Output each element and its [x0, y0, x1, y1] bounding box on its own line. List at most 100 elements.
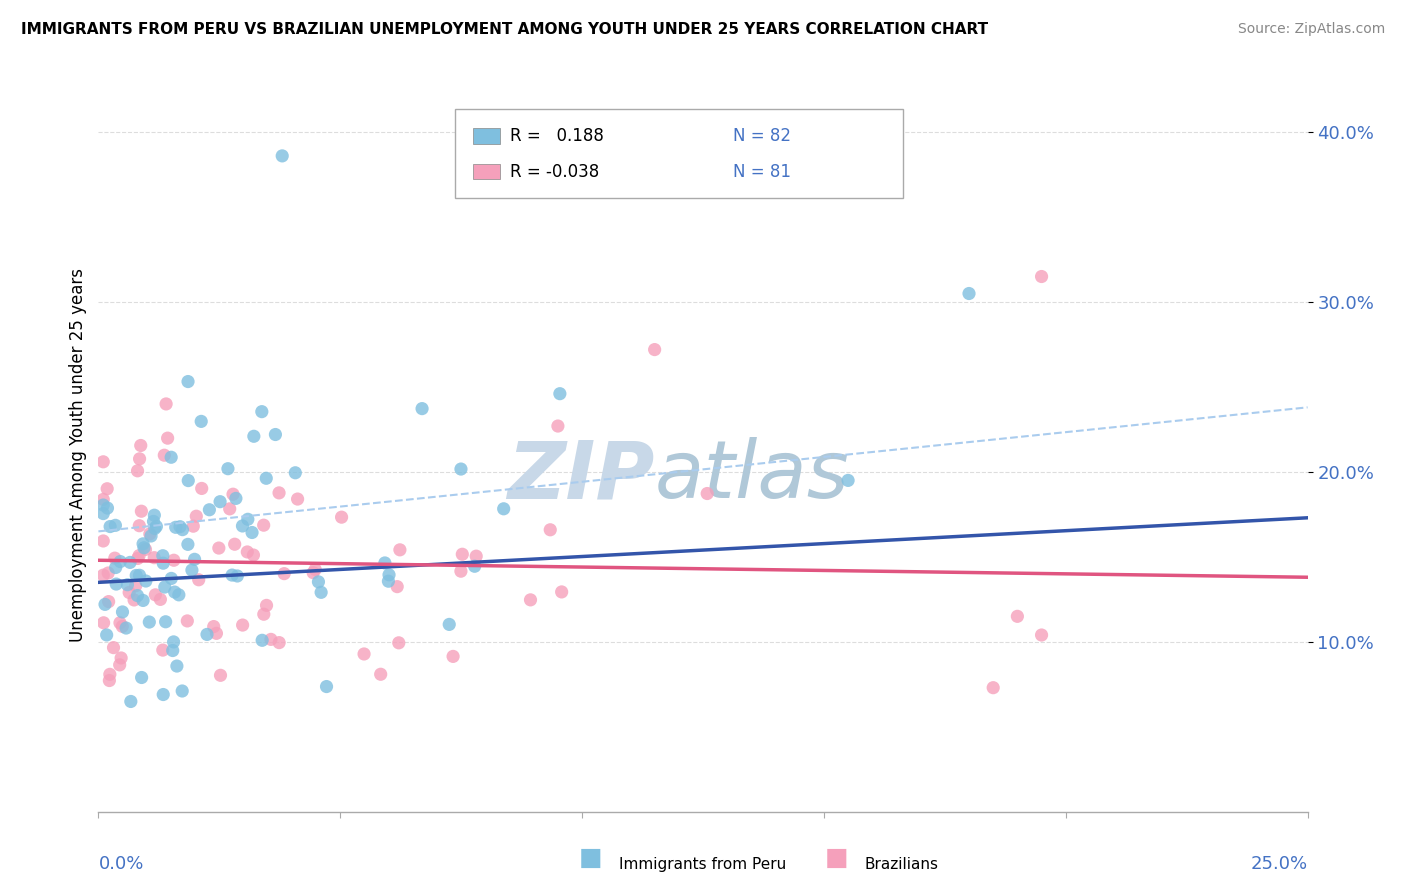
Point [271, 149, 294, 163]
Text: atlas: atlas [655, 437, 849, 516]
Point [155, 397, 177, 411]
Point [183, 552, 205, 566]
Point [155, 615, 177, 629]
Point [465, 549, 488, 564]
Point [163, 553, 186, 567]
Point [96, 628, 118, 642]
Point [138, 615, 160, 629]
Point [370, 667, 392, 681]
Point [127, 464, 149, 478]
Point [309, 585, 332, 599]
Point [957, 286, 980, 301]
Point [91, 507, 114, 521]
Point [128, 549, 150, 563]
Point [287, 491, 309, 506]
Point [374, 556, 396, 570]
Point [232, 618, 254, 632]
Point [93, 615, 115, 630]
Point [135, 574, 157, 588]
Point [253, 607, 276, 622]
Point [222, 487, 245, 501]
Point [127, 589, 149, 603]
Point [122, 593, 145, 607]
Text: Brazilians: Brazilians [865, 857, 939, 872]
Point [187, 573, 209, 587]
Point [224, 537, 246, 551]
Point [97, 594, 120, 608]
Point [128, 568, 150, 582]
Point [169, 519, 191, 533]
Point [98, 519, 121, 533]
Point [353, 647, 375, 661]
Point [131, 671, 153, 685]
Point [378, 567, 401, 582]
Text: R = -0.038: R = -0.038 [509, 162, 599, 180]
Point [143, 550, 166, 565]
Text: N = 81: N = 81 [734, 162, 792, 180]
Text: IMMIGRANTS FROM PERU VS BRAZILIAN UNEMPLOYMENT AMONG YOUTH UNDER 25 YEARS CORREL: IMMIGRANTS FROM PERU VS BRAZILIAN UNEMPL… [21, 22, 988, 37]
Point [139, 529, 162, 543]
Point [464, 559, 486, 574]
Point [243, 429, 266, 443]
Text: Immigrants from Peru: Immigrants from Peru [619, 857, 786, 872]
Point [132, 541, 155, 555]
Text: ■: ■ [825, 846, 848, 870]
Point [217, 461, 239, 475]
Point [91, 533, 114, 548]
Point [269, 635, 291, 649]
Point [125, 579, 148, 593]
Text: Source: ZipAtlas.com: Source: ZipAtlas.com [1237, 22, 1385, 37]
Point [186, 509, 208, 524]
Point [181, 519, 204, 533]
Point [547, 419, 569, 434]
Point [330, 510, 353, 524]
Point [548, 386, 571, 401]
Point [264, 427, 287, 442]
Point [91, 568, 114, 582]
Point [315, 680, 337, 694]
Point [411, 401, 433, 416]
Point [118, 585, 141, 599]
Point [225, 491, 247, 506]
Point [451, 547, 474, 561]
FancyBboxPatch shape [474, 164, 501, 179]
Point [209, 494, 232, 508]
Point [177, 537, 200, 551]
Point [1007, 609, 1029, 624]
Point [273, 566, 295, 581]
Point [139, 527, 162, 541]
Point [104, 560, 127, 574]
Point [450, 564, 472, 578]
Point [177, 375, 200, 389]
Point [127, 551, 149, 566]
Point [166, 659, 188, 673]
Point [125, 568, 148, 582]
Point [108, 615, 131, 630]
Point [132, 593, 155, 607]
FancyBboxPatch shape [474, 128, 501, 144]
Point [236, 512, 259, 526]
Point [176, 614, 198, 628]
Point [143, 508, 166, 523]
Text: 25.0%: 25.0% [1250, 855, 1308, 872]
Point [152, 688, 174, 702]
Point [160, 450, 183, 465]
Point [208, 541, 231, 555]
Point [110, 651, 132, 665]
Point [260, 632, 283, 647]
Point [120, 694, 142, 708]
Point [240, 525, 263, 540]
Point [96, 501, 118, 516]
Point [145, 519, 167, 533]
Point [236, 545, 259, 559]
Point [129, 438, 152, 452]
Point [134, 542, 156, 557]
Point [1031, 269, 1053, 284]
Point [205, 626, 228, 640]
Point [98, 673, 121, 688]
Point [550, 585, 572, 599]
Point [131, 504, 153, 518]
Point [111, 605, 134, 619]
Point [307, 574, 329, 589]
Point [202, 619, 225, 633]
